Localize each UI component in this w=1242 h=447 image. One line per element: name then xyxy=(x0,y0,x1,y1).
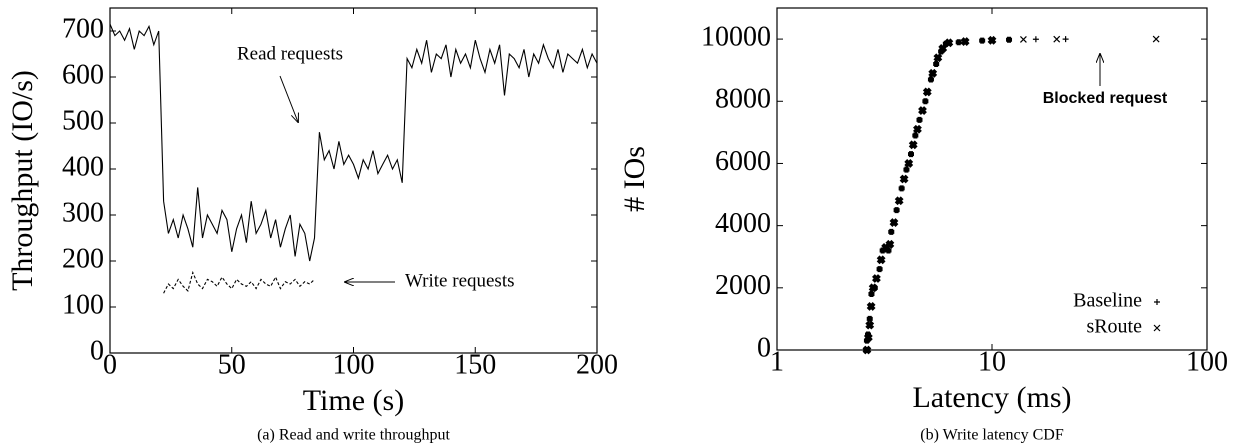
legend-label: Baseline xyxy=(1073,290,1142,312)
y-tick-label: 600 xyxy=(62,59,104,90)
data-line xyxy=(163,270,315,294)
x-tick-label: 100 xyxy=(1186,346,1228,377)
caption: (b) Write latency CDF xyxy=(920,427,1064,444)
x-tick-label: 200 xyxy=(576,349,618,380)
data-point xyxy=(888,228,895,235)
y-tick-label: 100 xyxy=(62,289,104,320)
data-point xyxy=(866,315,873,322)
plot-frame xyxy=(776,7,1208,351)
data-point xyxy=(1053,35,1061,43)
caption: (a) Read and write throughput xyxy=(257,427,450,444)
data-point xyxy=(872,274,881,283)
data-point xyxy=(863,333,873,342)
legend-marker xyxy=(1153,324,1161,332)
x-tick-label: 0 xyxy=(103,349,117,380)
y-tick-label: 200 xyxy=(62,243,104,274)
x-tick-label: 100 xyxy=(333,349,375,380)
data-point xyxy=(876,266,883,273)
data-point xyxy=(868,283,878,293)
y-tick-label: 400 xyxy=(62,151,104,182)
data-point xyxy=(916,116,923,123)
plot-frame xyxy=(109,7,598,354)
data-point xyxy=(862,345,872,355)
y-axis-title: Throughput (IO/s) xyxy=(6,70,39,291)
data-point xyxy=(1019,35,1027,43)
y-tick-label: 6000 xyxy=(715,146,771,177)
data-point xyxy=(928,68,938,78)
x-tick-label: 1 xyxy=(770,346,784,377)
data-point xyxy=(918,106,927,116)
annotation: Write requests xyxy=(405,270,515,291)
data-point xyxy=(922,98,929,105)
data-point xyxy=(1006,36,1013,43)
data-point xyxy=(913,124,922,134)
y-tick-label: 300 xyxy=(62,197,104,228)
data-point xyxy=(933,53,943,63)
x-tick-label: 150 xyxy=(454,349,496,380)
x-tick-label: 10 xyxy=(978,346,1006,377)
data-point xyxy=(908,140,918,150)
x-tick-label: 50 xyxy=(218,349,246,380)
legend-marker xyxy=(1154,299,1160,305)
data-point xyxy=(903,166,910,173)
data-point xyxy=(907,151,914,158)
data-point xyxy=(866,302,876,311)
y-tick-label: 4000 xyxy=(715,208,771,239)
x-axis-title: Latency (ms) xyxy=(912,381,1071,414)
data-point xyxy=(987,35,997,45)
data-point xyxy=(894,196,904,206)
data-point xyxy=(904,159,914,168)
annotation: Read requests xyxy=(237,43,343,64)
data-point xyxy=(876,255,886,265)
data-point xyxy=(979,37,986,44)
data-point xyxy=(912,132,919,139)
y-tick-label: 500 xyxy=(62,105,104,136)
annotation-arrow xyxy=(279,75,298,122)
y-tick-label: 0 xyxy=(757,332,771,363)
y-tick-label: 10000 xyxy=(701,22,771,53)
data-point xyxy=(1152,35,1160,43)
data-line xyxy=(109,23,598,262)
data-point xyxy=(899,174,909,184)
data-point xyxy=(922,87,932,97)
data-point xyxy=(938,44,948,53)
data-point xyxy=(1062,36,1069,43)
data-point xyxy=(889,218,899,227)
y-tick-label: 0 xyxy=(90,335,104,366)
y-axis-title: # IOs xyxy=(618,146,651,212)
data-point xyxy=(955,39,962,46)
data-point xyxy=(898,185,905,192)
data-point xyxy=(960,37,970,46)
annotation: Blocked request xyxy=(1043,90,1168,107)
x-axis-title: Time (s) xyxy=(303,384,404,417)
y-tick-label: 700 xyxy=(62,13,104,44)
data-point xyxy=(1032,36,1039,43)
y-tick-label: 8000 xyxy=(715,84,771,115)
y-tick-label: 2000 xyxy=(715,270,771,301)
data-point xyxy=(944,38,954,48)
data-point xyxy=(885,239,895,249)
data-point xyxy=(893,207,900,214)
data-point xyxy=(865,320,875,330)
legend-label: sRoute xyxy=(1086,316,1142,338)
